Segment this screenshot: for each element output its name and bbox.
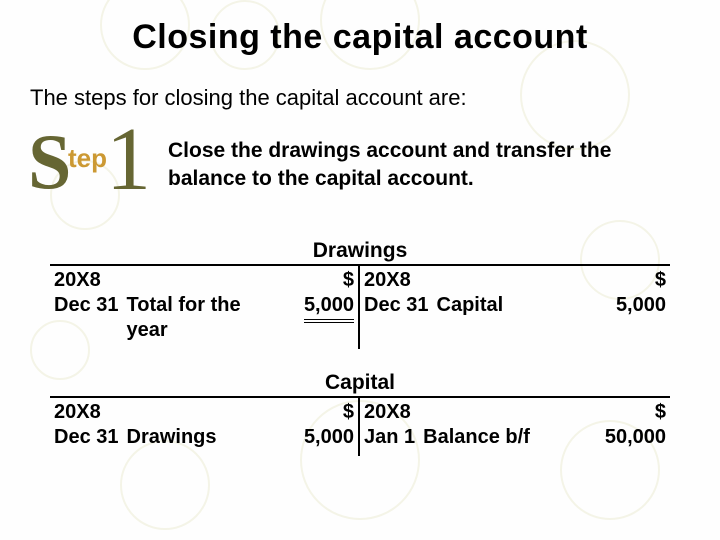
- capital-right-amount: $ 50,000: [592, 400, 666, 450]
- currency: $: [280, 268, 354, 293]
- capital-left-desc: Drawings: [119, 400, 281, 450]
- date: Dec 31: [54, 425, 119, 450]
- drawings-left-amount: $ 5,000: [280, 268, 354, 323]
- capital-left-amount: $ 5,000: [280, 400, 354, 450]
- step-graphic: S tep 1: [30, 135, 150, 205]
- drawings-taccount: Drawings 20X8 Dec 31 Total for the year …: [50, 239, 670, 349]
- amount: 50,000: [592, 425, 666, 450]
- step-description: Close the drawings account and transfer …: [168, 135, 690, 194]
- drawings-title: Drawings: [50, 239, 670, 266]
- date: Dec 31: [364, 293, 429, 318]
- year: 20X8: [364, 400, 415, 425]
- drawings-right-amount: $ 5,000: [592, 268, 666, 318]
- amount: 5,000: [280, 425, 354, 450]
- date: Dec 31: [54, 293, 119, 318]
- intro-text: The steps for closing the capital accoun…: [30, 85, 690, 111]
- drawings-debit-side: 20X8 Dec 31 Total for the year $ 5,000: [50, 266, 360, 349]
- desc: Drawings: [127, 425, 281, 450]
- capital-debit-side: 20X8 Dec 31 Drawings $ 5,000: [50, 398, 360, 456]
- currency: $: [592, 400, 666, 425]
- drawings-right-date: 20X8 Dec 31: [364, 268, 429, 318]
- amount: 5,000: [304, 293, 354, 323]
- desc: Capital: [437, 293, 593, 318]
- drawings-left-date: 20X8 Dec 31: [54, 268, 119, 318]
- capital-right-date: 20X8 Jan 1: [364, 400, 415, 450]
- capital-right-desc: Balance b/f: [415, 400, 592, 450]
- capital-credit-side: 20X8 Jan 1 Balance b/f $ 50,000: [360, 398, 670, 456]
- year: 20X8: [54, 400, 119, 425]
- year: 20X8: [364, 268, 429, 293]
- step-tep: tep: [68, 143, 107, 174]
- step-letter-s: S: [28, 123, 71, 201]
- year: 20X8: [54, 268, 119, 293]
- step-number: 1: [106, 115, 151, 205]
- amount: 5,000: [592, 293, 666, 318]
- capital-left-date: 20X8 Dec 31: [54, 400, 119, 450]
- capital-taccount: Capital 20X8 Dec 31 Drawings $ 5,000 20: [50, 371, 670, 456]
- drawings-right-desc: Capital: [429, 268, 593, 318]
- desc: Balance b/f: [423, 425, 592, 450]
- date: Jan 1: [364, 425, 415, 450]
- page-title: Closing the capital account: [30, 18, 690, 57]
- step-row: S tep 1 Close the drawings account and t…: [30, 135, 690, 205]
- currency: $: [592, 268, 666, 293]
- drawings-credit-side: 20X8 Dec 31 Capital $ 5,000: [360, 266, 670, 349]
- currency: $: [280, 400, 354, 425]
- drawings-left-desc: Total for the year: [119, 268, 281, 343]
- capital-title: Capital: [50, 371, 670, 398]
- desc: Total for the year: [127, 293, 281, 343]
